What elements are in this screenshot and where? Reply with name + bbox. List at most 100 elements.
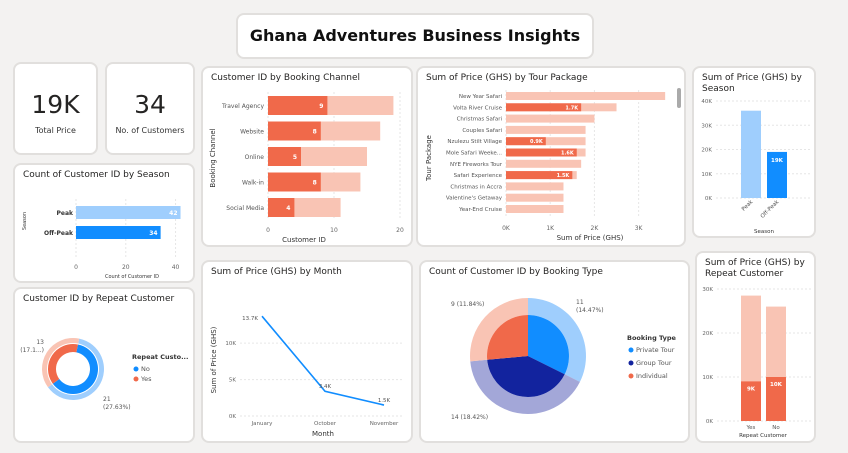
- booking-channel-tick-label: 10: [330, 227, 338, 234]
- tour-package-category-label: Couples Safari: [462, 128, 502, 134]
- season-count-y-axis-title: Season: [22, 212, 28, 230]
- price-repeat-x-axis-title: Repeat Customer: [739, 433, 788, 439]
- booking-channel-card[interactable]: Customer ID by Booking Channel 0 10 20 Trav…: [201, 66, 413, 247]
- tour-package-x-axis-title: Sum of Price (GHS): [557, 234, 624, 242]
- season-count-tick-label: 20: [122, 264, 130, 271]
- repeat-count-value-label: 13: [36, 339, 44, 346]
- tour-package-tick-label: 0K: [502, 225, 511, 232]
- booking-type-chart: 11(14.47%) 14 (18.42%) 9 (11.84%) Booking T…: [451, 298, 677, 421]
- tour-package-background-bar: [506, 159, 582, 168]
- season-count-bar: [76, 226, 161, 239]
- price-month-point-label: 1.5K: [378, 398, 391, 404]
- price-repeat-value-label: 10K: [770, 382, 783, 388]
- price-repeat-tick-label: 30K: [702, 287, 713, 293]
- booking-channel-value-label: 9: [319, 103, 323, 110]
- price-repeat-card[interactable]: Sum of Price (GHS) by Repeat Customer 0K…: [695, 251, 816, 443]
- tour-package-tick-label: 2K: [591, 225, 600, 232]
- repeat-count-legend-title: Repeat Custo...: [132, 353, 188, 361]
- price-repeat-chart: 0K 10K 20K 30K 9K Yes 10K No Repeat Customer: [702, 287, 811, 439]
- season-count-category-label: Off-Peak: [44, 230, 74, 237]
- booking-channel-value-label: 8: [313, 129, 317, 136]
- booking-channel-category-label: Walk-in: [242, 180, 264, 187]
- price-month-tick-label: 5K: [229, 378, 236, 384]
- price-repeat-tick-label: 0K: [706, 419, 713, 425]
- tour-package-tick-label: 1K: [546, 225, 555, 232]
- tour-package-tick-label: 3K: [635, 225, 644, 232]
- price-season-category-label: Peak: [741, 199, 755, 213]
- booking-type-legend-label: Group Tour: [636, 359, 672, 367]
- booking-type-legend-dot: [628, 347, 634, 353]
- season-count-category-label: Peak: [56, 210, 74, 217]
- price-month-card[interactable]: Sum of Price (GHS) by Month 0K 5K 10K Janua…: [201, 260, 413, 443]
- price-month-tick-label: 0K: [229, 414, 236, 420]
- booking-channel-bar: [268, 147, 301, 166]
- booking-channel-category-label: Website: [240, 129, 264, 136]
- price-repeat-tick-label: 10K: [702, 375, 713, 381]
- tour-package-category-label: Christmas Safari: [457, 117, 503, 123]
- season-count-card[interactable]: Count of Customer ID by Season 0 20 40 Peak…: [13, 163, 195, 283]
- page-title: Ghana Adventures Business Insights: [249, 26, 581, 45]
- tour-package-value-label: 0.9K: [530, 139, 544, 145]
- price-month-point-label: 13.7K: [242, 316, 258, 322]
- season-count-title: Count of Customer ID by Season: [23, 170, 170, 180]
- price-month-point-label: 3.4K: [319, 384, 332, 390]
- season-count-tick-label: 0: [74, 264, 78, 271]
- repeat-count-legend-dot: [133, 366, 139, 372]
- tour-package-category-label: NYE Fireworks Tour: [450, 162, 503, 168]
- price-month-line: [261, 315, 385, 406]
- price-month-x-tick-label: November: [370, 421, 399, 427]
- tour-package-value-label: 1.7K: [565, 105, 579, 111]
- price-repeat-bar: [766, 377, 786, 421]
- price-season-chart: 0K 10K 20K 30K 40K Peak 19K Off-Peak Season: [701, 99, 810, 235]
- price-month-x-tick-label: January: [251, 421, 274, 427]
- repeat-count-inner-slice: [52, 344, 99, 394]
- booking-type-legend-dot: [628, 373, 634, 379]
- kpi-total-price-label: Total Price: [35, 126, 76, 135]
- season-count-x-axis-title: Count of Customer ID: [105, 274, 159, 280]
- tour-package-bar: [506, 103, 582, 112]
- booking-channel-tick-label: 0: [266, 227, 270, 234]
- booking-channel-title: Customer ID by Booking Channel: [211, 73, 361, 83]
- tour-package-category-label: Mole Safari Weeke...: [446, 151, 502, 157]
- tour-package-category-label: Volta River Cruise: [453, 105, 502, 111]
- booking-channel-y-axis-title: Booking Channel: [209, 128, 217, 187]
- booking-type-outer-slice: [470, 359, 580, 414]
- price-season-tick-label: 0K: [705, 196, 712, 202]
- price-season-tick-label: 10K: [701, 172, 712, 178]
- season-count-value-label: 42: [169, 210, 177, 217]
- price-repeat-category-label: No: [772, 425, 780, 431]
- booking-type-legend-label: Individual: [636, 372, 668, 380]
- price-season-bar: [767, 151, 787, 198]
- tour-package-background-bar: [506, 205, 564, 213]
- booking-channel-category-label: Online: [245, 154, 265, 161]
- price-month-chart: 0K 5K 10K January 13.7K October 3.4K November 1.…: [210, 315, 403, 438]
- tour-package-background-bar: [506, 125, 586, 134]
- repeat-count-card[interactable]: Customer ID by Repeat Customer 13 (17.1..…: [13, 287, 195, 443]
- repeat-count-legend-label: No: [141, 365, 150, 373]
- booking-type-card[interactable]: Count of Customer ID by Booking Type 11(…: [419, 260, 690, 443]
- booking-channel-tick-label: 20: [396, 227, 404, 234]
- booking-channel-bar: [268, 198, 295, 217]
- tour-package-background-bar: [506, 114, 595, 123]
- tour-package-scrollbar[interactable]: [677, 88, 681, 108]
- price-repeat-value-label: 9K: [747, 386, 756, 392]
- booking-channel-category-label: Social Media: [226, 205, 264, 212]
- price-season-background-bar: [741, 110, 761, 198]
- price-repeat-category-label: Yes: [746, 425, 756, 431]
- tour-package-chart: 0K 1K 2K 3K New Year Safari 1.7K Volta River C…: [425, 90, 666, 242]
- price-month-y-axis-title: Sum of Price (GHS): [210, 326, 218, 393]
- price-season-card[interactable]: Sum of Price (GHS) by Season 0K 10K 20K 30K…: [692, 66, 816, 238]
- price-season-tick-label: 40K: [701, 99, 712, 105]
- booking-channel-value-label: 5: [293, 154, 297, 161]
- kpi-customers-label: No. of Customers: [115, 126, 185, 135]
- tour-package-category-label: Nzulezu Stilt Village: [447, 139, 502, 145]
- price-month-x-axis-title: Month: [312, 430, 334, 438]
- booking-type-legend-label: Private Tour: [636, 346, 675, 354]
- tour-package-card[interactable]: Sum of Price (GHS) by Tour Package 0K 1K 2…: [416, 66, 686, 247]
- repeat-count-pct-label: (27.63%): [103, 404, 131, 411]
- booking-channel-value-label: 4: [286, 205, 290, 212]
- kpi-customers-value: 34: [134, 90, 166, 119]
- booking-type-outer-slice: [528, 298, 586, 382]
- kpi-total-price-value: 19K: [31, 90, 80, 119]
- season-count-value-label: 34: [149, 230, 157, 237]
